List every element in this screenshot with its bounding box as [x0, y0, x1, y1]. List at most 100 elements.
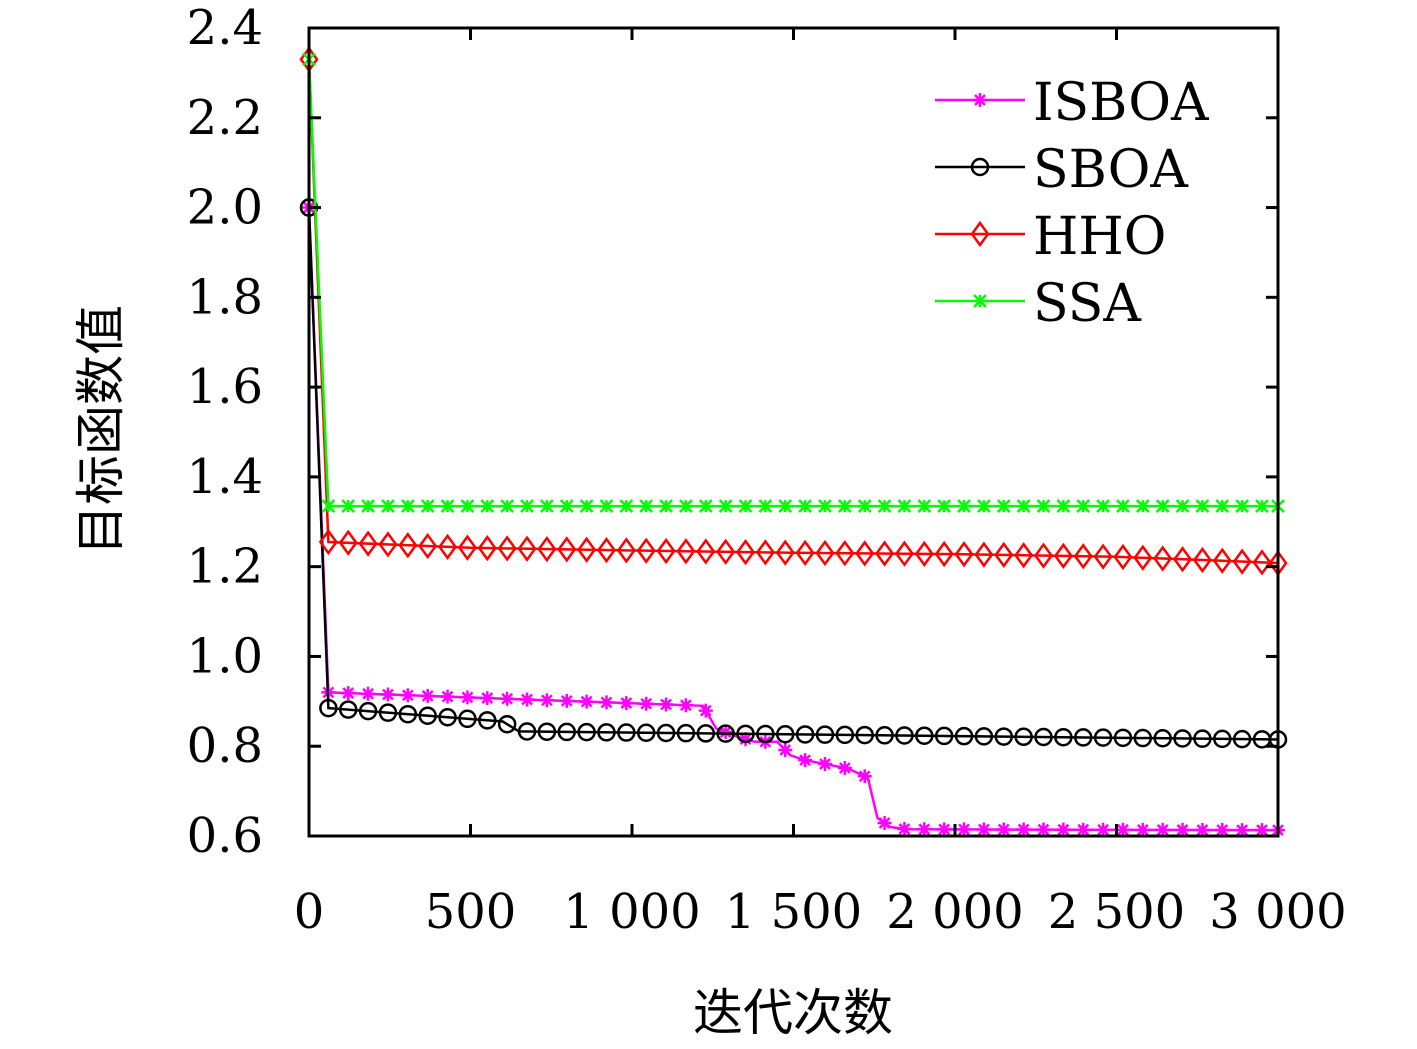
marker-hho [636, 537, 656, 564]
marker-hho [398, 532, 418, 559]
marker-ssa [659, 499, 673, 513]
marker-hho [934, 540, 954, 568]
marker-sboa [1093, 728, 1113, 747]
marker-sboa [736, 724, 755, 744]
marker-ssa [738, 499, 753, 513]
legend-marker [973, 93, 987, 107]
marker-sboa [358, 701, 378, 721]
marker-ssa [381, 499, 395, 513]
marker-ssa [778, 499, 793, 513]
marker-ssa [996, 499, 1011, 513]
marker-ssa [1056, 499, 1071, 513]
marker-isboa [460, 690, 475, 705]
marker-hho [755, 539, 775, 566]
marker-ssa [818, 499, 832, 513]
marker-ssa [837, 499, 852, 513]
marker-hho [735, 538, 756, 566]
marker-hho [875, 540, 895, 567]
marker-hho [616, 537, 636, 564]
marker-isboa [1115, 822, 1130, 837]
marker-hho [1133, 544, 1153, 571]
marker-sboa [676, 723, 696, 743]
marker-sboa [1054, 727, 1073, 747]
marker-hho [1073, 543, 1093, 570]
marker-sboa [835, 725, 855, 745]
marker-isboa [778, 742, 793, 757]
marker-hho [378, 531, 398, 558]
marker-ssa [500, 499, 515, 513]
legend-marker [970, 157, 990, 177]
marker-sboa [1113, 728, 1133, 748]
legend: ISBOA SBOA HHO SSA [935, 73, 1210, 334]
marker-isboa [917, 822, 932, 837]
marker-hho [855, 540, 875, 567]
series-sboa [299, 198, 1288, 749]
x-tick-label: 1 000 [563, 884, 700, 940]
marker-hho [954, 541, 974, 568]
marker-ssa [798, 499, 813, 513]
ticks-layer: 0 500 1 000 1 500 2 000 2 500 3 000 0.6 0.8 1.0 1.… [187, 0, 1347, 940]
marker-sboa [656, 723, 676, 743]
x-tick-label: 1 500 [725, 884, 862, 940]
marker-sboa [1073, 728, 1093, 747]
legend-item-ssa: SSA [935, 274, 1142, 334]
marker-sboa [895, 726, 914, 745]
marker-ssa [1155, 499, 1170, 513]
marker-ssa [440, 499, 455, 513]
marker-ssa [420, 499, 435, 513]
x-tick-label: 500 [425, 884, 517, 940]
marker-ssa [1175, 499, 1190, 513]
marker-hho [696, 538, 716, 565]
marker-sboa [1014, 727, 1033, 747]
marker-ssa [321, 499, 336, 513]
marker-hho [775, 539, 795, 566]
marker-isboa [380, 687, 395, 702]
marker-ssa [460, 499, 475, 513]
marker-ssa [540, 499, 554, 513]
marker-isboa [1175, 822, 1190, 837]
marker-sboa [994, 727, 1014, 746]
marker-sboa [795, 725, 815, 744]
marker-isboa [1215, 823, 1230, 838]
marker-hho [1232, 548, 1252, 575]
legend-label: SBOA [1033, 140, 1189, 200]
marker-sboa [934, 726, 954, 746]
marker-ssa [400, 499, 415, 513]
marker-ssa [341, 499, 356, 513]
marker-ssa [361, 499, 375, 513]
marker-ssa [698, 499, 713, 513]
marker-hho [418, 532, 438, 560]
marker-ssa [1215, 499, 1230, 513]
marker-hho [914, 540, 934, 567]
x-tick-label: 2 500 [1048, 884, 1185, 940]
series-isboa [302, 200, 1285, 838]
y-tick-label: 2.4 [187, 0, 263, 56]
marker-hho [1033, 542, 1054, 569]
marker-hho [537, 535, 557, 563]
y-axis-title: 目标函数值 [72, 305, 130, 555]
y-tick-label: 1.6 [187, 359, 263, 415]
y-tick-label: 1.4 [187, 449, 263, 505]
marker-sboa [1193, 729, 1212, 748]
x-axis-title: 迭代次数 [693, 984, 893, 1042]
marker-isboa [698, 703, 713, 718]
marker-ssa [1135, 499, 1150, 513]
marker-hho [894, 540, 914, 567]
y-tick-label: 2.2 [187, 90, 263, 146]
marker-ssa [599, 499, 614, 513]
y-tick-label: 0.6 [187, 808, 263, 864]
marker-isboa [480, 691, 495, 706]
marker-hho [358, 530, 378, 557]
marker-isboa [837, 760, 852, 775]
marker-sboa [815, 725, 835, 744]
marker-hho [716, 538, 736, 565]
marker-hho [457, 534, 477, 561]
marker-hho [338, 529, 358, 556]
marker-hho [1113, 543, 1133, 571]
marker-hho [1053, 542, 1073, 570]
marker-ssa [1235, 499, 1250, 513]
marker-ssa [1195, 499, 1210, 513]
marker-ssa [977, 499, 991, 513]
marker-ssa [758, 499, 773, 513]
